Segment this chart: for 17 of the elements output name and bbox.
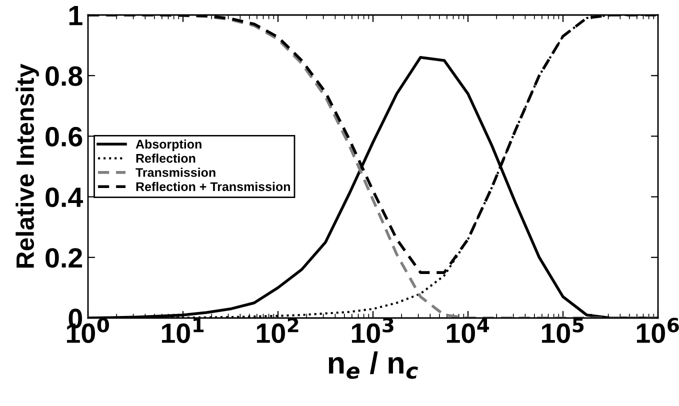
legend-label: Transmission [136,168,216,177]
legend-label: Reflection + Transmission [136,182,290,192]
x-tick-label: 10$^{5}$ [542,318,584,344]
x-tick-label: 10$^{2}$ [256,318,298,344]
x-tick-label: 10$^{3}$ [352,318,394,344]
x-tick-label: 10$^{6}$ [636,318,679,344]
x-tick-label: 10$^{4}$ [446,318,490,344]
y-axis-title: Relative Intensity [16,64,39,268]
y-tick-label: 0.2 [46,248,82,268]
legend-label: Absorption [136,139,202,152]
y-tick-label: 0.4 [46,187,83,208]
x-tick-label: 10$^{1}$ [162,318,204,344]
y-tick-label: 0.8 [46,66,82,86]
legend-label: Reflection [136,154,196,163]
x-axis-title: n$_{e}$ / n$_{c}$ [328,351,418,379]
y-tick-label: 0.6 [46,126,82,147]
y-tick-label: 1 [69,6,82,26]
